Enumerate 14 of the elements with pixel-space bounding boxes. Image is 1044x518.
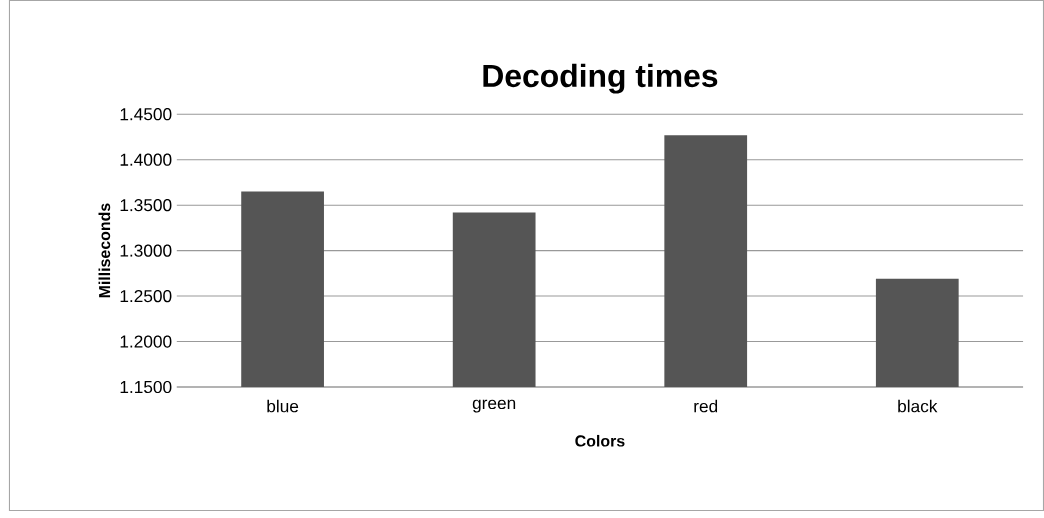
y-tick-label: 1.3500 (120, 199, 172, 212)
x-tick-label: red (694, 399, 718, 413)
y-tick-label: 1.4500 (120, 108, 172, 121)
x-tick-label: green (472, 399, 516, 413)
chart-title: Decoding times (483, 63, 718, 94)
x-axis-title: Colors (575, 434, 625, 447)
y-tick-label: 1.2500 (120, 289, 172, 303)
y-tick-label: 1.1500 (120, 380, 172, 394)
y-tick-label: 1.3000 (120, 244, 172, 257)
x-tick-label: black (898, 399, 938, 413)
y-axis-title: Milliseconds (98, 203, 111, 298)
x-tick-label: blue (267, 399, 299, 413)
y-tick-label: 1.4000 (120, 153, 172, 166)
y-tick-label: 1.2000 (120, 335, 172, 348)
